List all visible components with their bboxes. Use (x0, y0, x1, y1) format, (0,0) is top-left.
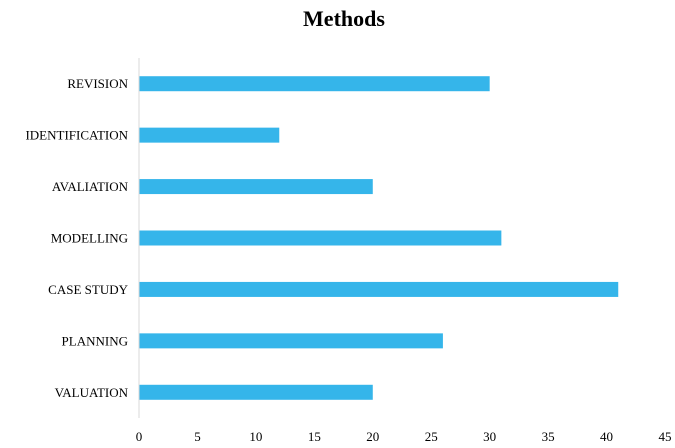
bar-avaliation (139, 179, 373, 195)
bar-case-study (139, 281, 619, 297)
bar-valuation (139, 384, 373, 400)
x-tick-label-25: 25 (425, 429, 438, 444)
x-tick-label-35: 35 (542, 429, 555, 444)
category-label-modelling: MODELLING (51, 231, 128, 246)
chart-title: Methods (303, 6, 385, 31)
x-tick-label-30: 30 (483, 429, 496, 444)
category-label-valuation: VALUATION (55, 385, 129, 400)
category-label-avaliation: AVALIATION (52, 179, 129, 194)
bar-revision (139, 76, 490, 92)
category-label-planning: PLANNING (62, 333, 128, 348)
bar-identification (139, 127, 280, 143)
category-label-revision: REVISION (67, 76, 128, 91)
x-tick-label-10: 10 (249, 429, 262, 444)
bar-modelling (139, 230, 502, 246)
x-tick-label-40: 40 (600, 429, 613, 444)
bars-group (139, 76, 619, 400)
x-axis-tick-labels: 0 5 10 15 20 25 30 35 40 45 (136, 429, 672, 444)
x-tick-label-45: 45 (659, 429, 672, 444)
bar-planning (139, 333, 443, 349)
x-tick-label-15: 15 (308, 429, 321, 444)
x-tick-label-5: 5 (194, 429, 201, 444)
category-labels: REVISION IDENTIFICATION AVALIATION MODELLIN… (25, 76, 128, 400)
category-label-case-study: CASE STUDY (48, 282, 128, 297)
x-tick-label-20: 20 (366, 429, 379, 444)
category-label-identification: IDENTIFICATION (25, 128, 128, 143)
x-tick-label-0: 0 (136, 429, 143, 444)
